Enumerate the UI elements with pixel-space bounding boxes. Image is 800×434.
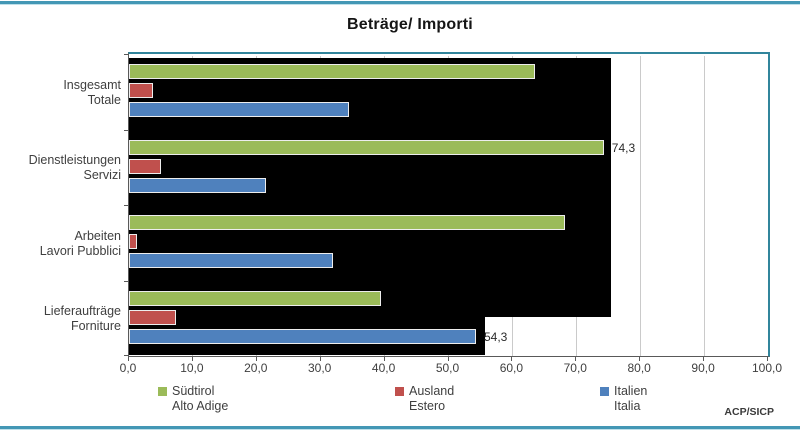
category-label-line1: Arbeiten xyxy=(74,228,121,243)
category-label-line1: Insgesamt xyxy=(63,77,121,92)
category-label-line2: Lavori Pubblici xyxy=(39,243,121,258)
x-axis-tick-9 xyxy=(703,357,705,361)
category-label-3: Arbeiten Lavori Pubblici xyxy=(0,229,121,259)
top-border-line xyxy=(0,1,800,5)
legend-label-line1: Ausland xyxy=(409,384,455,398)
x-axis-tick-4 xyxy=(383,357,385,361)
gridline-90 xyxy=(703,56,705,356)
legend-swatch-green-icon xyxy=(158,387,167,396)
x-axis-label-1: 10,0 xyxy=(180,361,204,375)
x-axis-label-2: 20,0 xyxy=(244,361,268,375)
legend-item-suedtirol: Südtirol Alto Adige xyxy=(158,384,228,414)
legend-swatch-red-icon xyxy=(395,387,404,396)
plot-area: 74,3 54,3 xyxy=(128,52,770,357)
bar-ausland-1 xyxy=(129,83,153,98)
x-axis-tick-3 xyxy=(319,357,321,361)
x-axis-label-4: 40,0 xyxy=(371,361,396,375)
category-label-line2: Totale xyxy=(87,92,121,107)
data-label: 54,3 xyxy=(483,329,508,344)
legend-item-italien: Italien Italia xyxy=(600,384,647,414)
x-axis-label-5: 50,0 xyxy=(435,361,460,375)
legend-label-line2: Estero xyxy=(409,399,446,413)
category-label-2: Dienstleistungen Servizi xyxy=(0,153,121,183)
category-label-line2: Servizi xyxy=(83,168,121,183)
x-axis-label-6: 60,0 xyxy=(499,361,524,375)
bar-suedtirol-2 xyxy=(129,139,604,155)
legend-label-line2: Italia xyxy=(614,399,641,413)
bar-ausland-4 xyxy=(129,309,176,325)
y-axis-tick-3 xyxy=(124,280,128,282)
x-axis-label-3: 30,0 xyxy=(308,361,332,375)
category-label-1: Insgesamt Totale xyxy=(0,78,121,108)
bar-ausland-2 xyxy=(129,158,161,174)
legend-label-line1: Südtirol xyxy=(172,384,215,398)
legend-item-ausland: Ausland Estero xyxy=(395,384,454,414)
bar-ausland-3 xyxy=(129,234,137,249)
bar-suedtirol-4 xyxy=(129,290,381,306)
category-label-4: Lieferaufträge Forniture xyxy=(0,304,121,334)
x-axis-label-7: 70,0 xyxy=(563,361,587,375)
x-axis-tick-1 xyxy=(191,357,193,361)
y-axis-tick-2 xyxy=(124,205,128,206)
x-axis-tick-5 xyxy=(447,357,449,361)
bar-italien-1 xyxy=(129,102,350,117)
legend-label-line1: Italien xyxy=(614,384,648,398)
x-axis-label-8: 80,0 xyxy=(627,361,651,375)
y-axis-tick-4 xyxy=(124,355,128,356)
category-label-line1: Dienstleistungen xyxy=(28,153,121,168)
legend-label-line2: Alto Adige xyxy=(172,399,229,413)
bar-italien-4 xyxy=(129,328,476,344)
x-axis-tick-10 xyxy=(767,357,768,361)
bar-italien-3 xyxy=(129,253,334,268)
gridline-80 xyxy=(639,56,641,356)
x-axis-tick-2 xyxy=(255,357,257,361)
x-axis-tick-8 xyxy=(639,357,641,361)
legend-swatch-blue-icon xyxy=(600,387,609,396)
category-label-line1: Lieferaufträge xyxy=(43,304,121,319)
x-axis-tick-0 xyxy=(128,357,129,361)
y-axis-tick-0 xyxy=(124,54,128,55)
data-label: 74,3 xyxy=(611,140,636,155)
x-axis-tick-7 xyxy=(575,357,577,361)
bar-italien-2 xyxy=(129,177,267,193)
source-credit: ACP/SICP xyxy=(724,406,774,418)
bottom-border-line xyxy=(0,426,800,430)
x-axis-tick-6 xyxy=(511,357,513,361)
bar-suedtirol-3 xyxy=(129,215,566,230)
x-axis-label-9: 90,0 xyxy=(691,361,715,375)
x-axis-label-10: 100,0 xyxy=(751,361,783,375)
category-label-line2: Forniture xyxy=(70,319,121,334)
chart-title: Beträge/ Importi xyxy=(347,16,473,33)
bar-suedtirol-1 xyxy=(129,64,535,79)
y-axis-tick-1 xyxy=(124,129,128,131)
x-axis-label-0: 0,0 xyxy=(119,361,137,375)
